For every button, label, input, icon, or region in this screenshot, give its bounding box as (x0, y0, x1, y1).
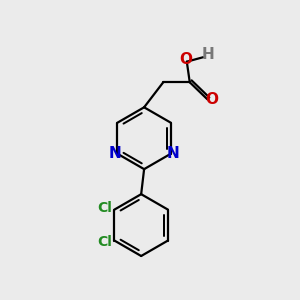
Text: O: O (205, 92, 218, 107)
Text: H: H (202, 47, 215, 62)
Text: O: O (179, 52, 192, 67)
Text: N: N (167, 146, 180, 161)
Text: N: N (109, 146, 122, 161)
Text: Cl: Cl (98, 235, 112, 249)
Text: Cl: Cl (98, 201, 112, 215)
